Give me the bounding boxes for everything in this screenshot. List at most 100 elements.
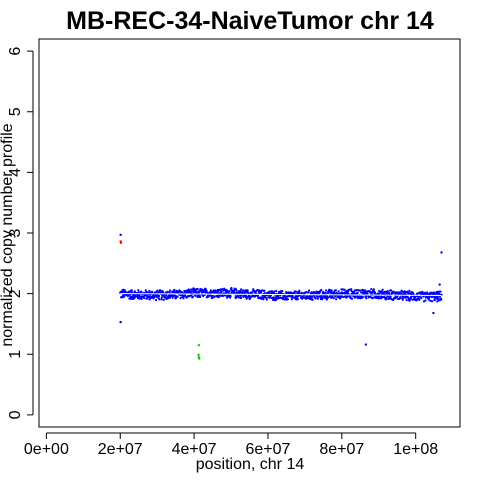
data-point [398, 291, 401, 294]
data-point [437, 299, 440, 302]
data-point [420, 297, 423, 300]
data-point [316, 297, 319, 300]
data-point [399, 296, 402, 299]
data-point [244, 291, 247, 295]
y-tick-label: 1 [7, 350, 24, 359]
data-point [350, 288, 353, 291]
data-point [137, 289, 140, 292]
data-point [157, 294, 161, 298]
data-point [439, 290, 442, 293]
data-point [408, 299, 411, 302]
data-point [314, 297, 317, 300]
data-point [392, 290, 395, 293]
x-tick-label: 1e+08 [393, 441, 438, 458]
data-point [133, 297, 136, 300]
data-point [405, 299, 408, 302]
data-point [335, 298, 338, 301]
data-point [294, 290, 297, 293]
data-point [217, 290, 220, 293]
data-point [179, 297, 182, 300]
data-point [371, 297, 374, 300]
data-point [237, 296, 241, 299]
data-point [202, 294, 205, 298]
data-point [440, 298, 443, 301]
data-point [324, 295, 327, 299]
data-point [388, 291, 391, 295]
data-point [424, 299, 427, 302]
data-point [291, 294, 294, 297]
x-tick-label: 4e+07 [172, 441, 217, 458]
data-point [436, 296, 439, 299]
data-point [364, 343, 368, 346]
data-point [252, 288, 255, 291]
data-point [432, 311, 435, 315]
data-point [173, 290, 176, 293]
data-point [364, 289, 367, 292]
data-point [197, 353, 200, 357]
data-point [318, 291, 321, 294]
data-point [370, 287, 373, 291]
data-point [262, 298, 265, 301]
data-point [275, 289, 278, 293]
data-point [158, 298, 161, 301]
data-point [140, 290, 143, 293]
data-point [239, 296, 243, 299]
data-point [130, 289, 133, 292]
data-point [240, 288, 243, 291]
data-point [162, 298, 165, 301]
data-point [196, 287, 199, 291]
data-point [246, 289, 249, 292]
data-points [119, 233, 443, 360]
data-point [389, 289, 393, 292]
data-point [160, 296, 163, 299]
data-point [350, 297, 354, 300]
data-point [190, 290, 193, 294]
data-point [260, 289, 264, 292]
data-point [191, 295, 195, 298]
data-point [273, 290, 276, 293]
data-point [359, 289, 362, 292]
data-point [372, 288, 375, 291]
y-axis: 0 1 2 3 4 5 6 [7, 47, 34, 419]
data-point [182, 297, 185, 300]
data-point [268, 290, 271, 293]
data-point [417, 292, 420, 295]
plot-frame [38, 38, 461, 428]
x-tick-label: 6e+07 [245, 441, 290, 458]
y-tick-label: 3 [7, 228, 24, 237]
data-point [330, 289, 333, 292]
data-point [247, 291, 250, 294]
data-point [155, 298, 158, 302]
data-point [440, 251, 443, 254]
data-point [296, 298, 299, 301]
data-point [213, 295, 216, 298]
data-point [134, 295, 137, 298]
y-tick-label: 4 [7, 168, 24, 177]
data-point [438, 283, 441, 286]
data-point [408, 289, 411, 292]
data-point [389, 295, 392, 298]
chart-title: MB-REC-34-NaiveTumor chr 14 [66, 7, 434, 35]
data-point [240, 294, 243, 297]
data-point [320, 288, 323, 292]
data-point [205, 289, 208, 292]
data-point [328, 288, 331, 291]
data-point [169, 289, 172, 292]
data-point [263, 289, 266, 292]
data-point [307, 289, 311, 292]
data-point [224, 294, 227, 297]
y-tick-label: 5 [7, 107, 24, 116]
data-point [233, 291, 236, 294]
data-point [428, 296, 431, 299]
data-point [156, 289, 159, 292]
data-point [361, 295, 364, 299]
data-point [394, 292, 397, 296]
data-point [245, 294, 248, 297]
data-point [148, 298, 151, 301]
data-point [260, 291, 263, 294]
data-point [265, 298, 269, 301]
data-point [228, 290, 231, 293]
data-point [391, 298, 395, 302]
data-point [385, 297, 388, 300]
